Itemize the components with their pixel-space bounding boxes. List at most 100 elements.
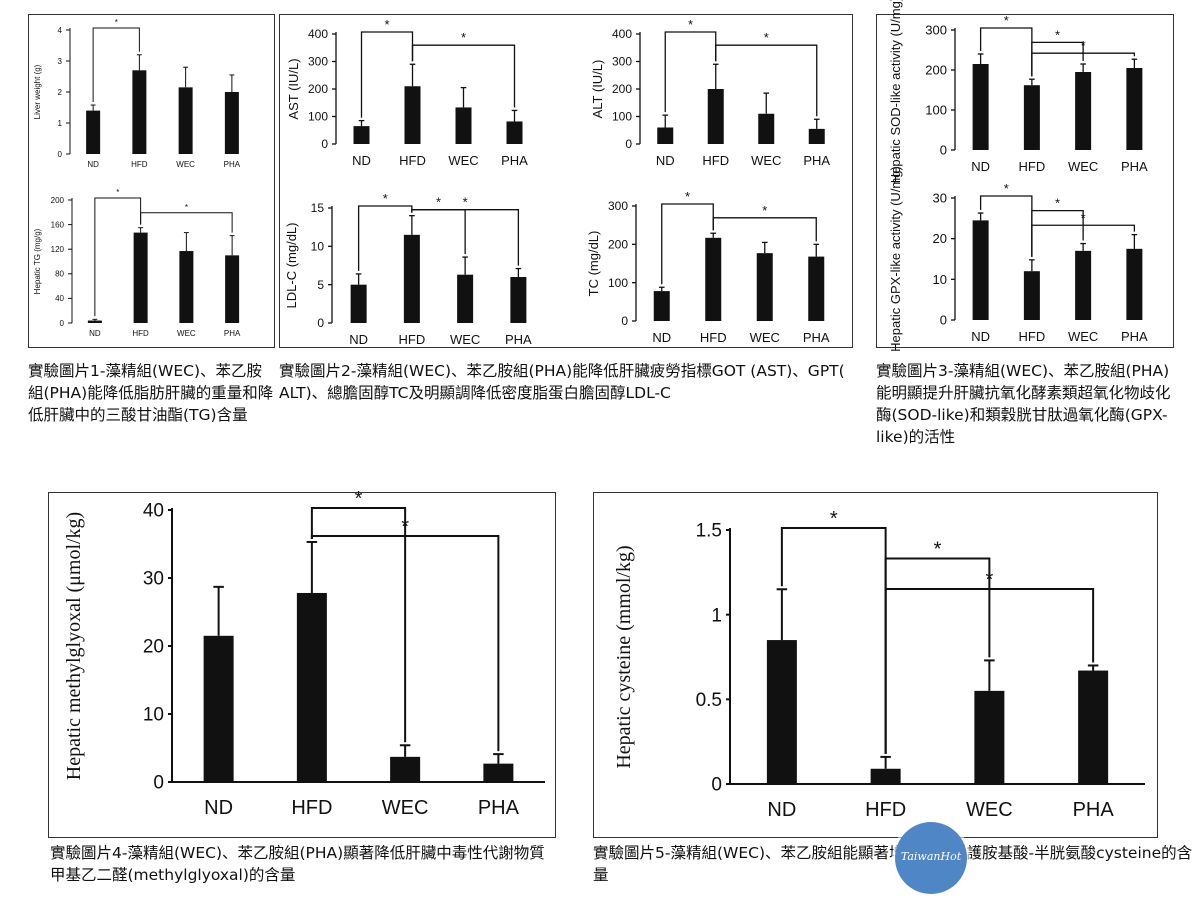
y-axis-label: AST (IU/L) <box>286 58 301 119</box>
bar <box>455 107 472 144</box>
y-tick-label: 200 <box>612 82 632 96</box>
y-tick-label: 1 <box>58 119 63 128</box>
bar <box>353 126 370 144</box>
y-tick-label: 0 <box>317 316 324 330</box>
bar <box>510 277 527 323</box>
x-tick-label: WEC <box>966 799 1013 821</box>
y-tick-label: 200 <box>608 238 628 252</box>
significance-star: * <box>685 189 690 204</box>
y-tick-label: 300 <box>925 23 947 38</box>
x-tick-label: ND <box>89 329 101 338</box>
figure-3-caption: 實驗圖片3-藻精組(WEC)、苯乙胺組(PHA)能明顯提升肝臟抗氧化酵素類超氧化… <box>876 362 1171 446</box>
significance-star: * <box>1004 181 1009 196</box>
y-axis-label: Hepatic SOD-like activity (U/mg) <box>888 0 903 183</box>
bar <box>870 768 901 784</box>
bar <box>403 234 420 323</box>
y-tick-label: 300 <box>612 55 632 69</box>
significance-star: * <box>830 508 838 530</box>
y-axis-label: TC (mg/dL) <box>586 231 601 297</box>
y-tick-label: 30 <box>143 569 164 590</box>
x-tick-label: HFD <box>399 153 426 168</box>
bar <box>705 237 722 321</box>
significance-star: * <box>1081 210 1086 225</box>
x-tick-label: ND <box>204 797 233 819</box>
bar <box>653 291 670 321</box>
bar <box>1126 248 1143 320</box>
bar <box>87 320 102 323</box>
significance-bracket <box>1031 224 1136 257</box>
y-tick-label: 0 <box>711 775 722 796</box>
significance-bracket <box>884 557 991 754</box>
x-tick-label: ND <box>971 329 990 344</box>
significance-star: * <box>764 30 769 45</box>
y-tick-label: 100 <box>612 110 632 124</box>
y-tick-label: 40 <box>55 294 64 303</box>
significance-star: * <box>185 203 188 212</box>
x-tick-label: HFD <box>291 797 332 819</box>
x-tick-label: WEC <box>382 797 429 819</box>
bar <box>133 232 148 323</box>
x-tick-label: PHA <box>803 153 830 168</box>
y-tick-label: 15 <box>311 201 325 215</box>
taiwanhot-logo: TaiwanHot <box>895 822 967 894</box>
y-axis-label: Hepatic cysteine (mmol/kg) <box>613 545 635 768</box>
x-tick-label: ND <box>87 160 99 169</box>
x-tick-label: HFD <box>702 153 729 168</box>
y-axis-label: Liver weight (g) <box>33 64 42 119</box>
y-tick-label: 0 <box>625 137 632 151</box>
x-tick-label: PHA <box>803 330 830 345</box>
x-tick-label: ND <box>652 330 671 345</box>
y-tick-label: 0 <box>621 314 628 328</box>
y-tick-label: 30 <box>933 191 947 206</box>
bar <box>483 763 514 782</box>
significance-star: * <box>688 17 693 32</box>
bar <box>657 127 674 144</box>
y-tick-label: 20 <box>143 637 164 658</box>
bar <box>1075 250 1092 320</box>
x-tick-label: HFD <box>1019 159 1046 174</box>
significance-bracket <box>780 527 887 754</box>
bar <box>756 253 773 321</box>
x-tick-label: ND <box>349 332 368 347</box>
x-tick-label: HFD <box>132 329 149 338</box>
x-tick-label: WEC <box>176 160 195 169</box>
y-tick-label: 200 <box>308 82 328 96</box>
bar <box>132 70 147 154</box>
significance-star: * <box>401 516 409 538</box>
y-tick-label: 160 <box>51 220 65 229</box>
bar <box>224 92 239 154</box>
significance-star: * <box>1004 13 1009 28</box>
bar <box>972 64 989 150</box>
x-tick-label: ND <box>971 159 990 174</box>
y-tick-label: 100 <box>308 110 328 124</box>
bar <box>86 110 101 154</box>
y-axis-label: ALT (IU/L) <box>590 60 605 119</box>
significance-star: * <box>463 195 468 210</box>
bar <box>1023 85 1040 150</box>
y-tick-label: 10 <box>143 705 164 726</box>
y-tick-label: 0 <box>321 137 328 151</box>
y-tick-label: 2 <box>58 88 63 97</box>
significance-star: * <box>116 188 119 197</box>
y-tick-label: 80 <box>55 270 64 279</box>
bar <box>707 89 724 144</box>
y-axis-label: Hepatic GPX-like activity (U/mg) <box>888 166 903 352</box>
y-tick-label: 100 <box>925 103 947 118</box>
bar <box>1078 670 1109 784</box>
bar <box>203 635 234 782</box>
bar <box>1126 68 1143 150</box>
y-tick-label: 0 <box>58 150 63 159</box>
x-tick-label: WEC <box>177 329 196 338</box>
y-tick-label: 400 <box>308 27 328 41</box>
y-tick-label: 300 <box>308 55 328 69</box>
x-tick-label: PHA <box>501 153 528 168</box>
x-tick-label: HFD <box>1019 329 1046 344</box>
bar <box>1023 271 1040 320</box>
x-tick-label: WEC <box>1068 159 1098 174</box>
